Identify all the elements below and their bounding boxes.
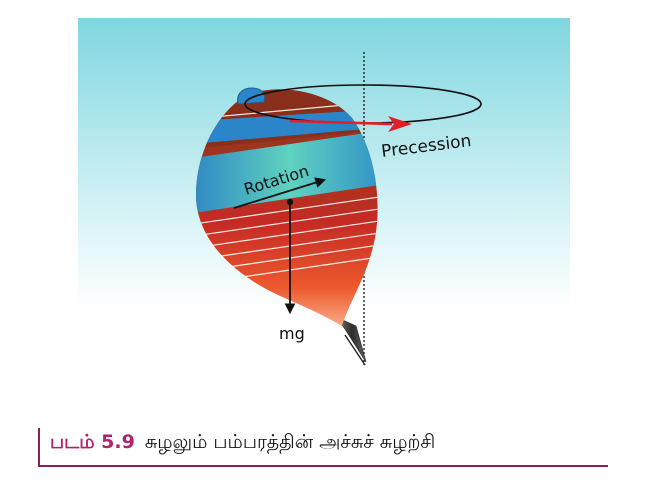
spinning-top-diagram: Precession Rotation mg xyxy=(78,18,570,366)
caption-accent-bar xyxy=(38,428,40,466)
figure-number: படம் 5.9 xyxy=(50,431,135,453)
spinning-top-body xyxy=(196,89,378,326)
spin-axis-line xyxy=(344,334,366,366)
precession-arrow xyxy=(289,119,393,126)
precession-arrowhead xyxy=(388,116,412,132)
figure-caption: படம் 5.9 சுழலும் பம்பரத்தின் அச்சுச் சுழற… xyxy=(50,427,435,457)
caption-underline xyxy=(38,465,608,467)
figure-title: சுழலும் பம்பரத்தின் அச்சுச் சுழற்சி xyxy=(144,431,436,453)
top-tip xyxy=(336,317,367,363)
rotation-arrow xyxy=(233,177,327,209)
center-of-mass-dot xyxy=(286,198,294,206)
top-knob xyxy=(237,87,265,105)
weight-label: mg xyxy=(279,324,305,343)
